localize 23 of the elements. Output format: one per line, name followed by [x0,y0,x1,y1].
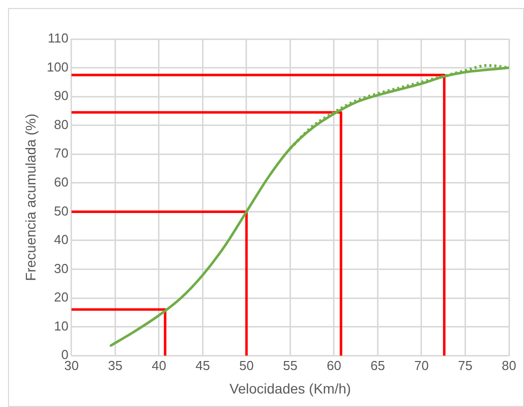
x-tick-label: 80 [502,358,516,373]
x-tick-label: 75 [458,358,472,373]
x-tick-label: 35 [108,358,122,373]
y-tick-label: 100 [46,59,68,74]
y-tick-label: 40 [54,232,68,248]
y-axis-title: Frecuencia acumulada (%) [22,114,38,281]
x-tick-label: 65 [370,358,385,373]
x-axis-title: Velocidades (Km/h) [230,380,351,396]
y-tick-label: 20 [54,290,68,305]
x-tick-label: 40 [152,358,166,373]
x-tick-label: 50 [239,358,254,373]
y-tick-label: 80 [54,116,68,132]
x-tick-label: 70 [414,358,429,373]
y-tick-label: 110 [48,30,68,46]
y-tick-label: 10 [54,318,68,334]
x-tick-label: 60 [326,358,342,373]
x-tick-label: 55 [283,358,298,373]
y-tick-label: 30 [54,260,68,276]
x-tick-label: 45 [196,358,210,373]
y-tick-label: 60 [54,174,68,190]
y-tick-label: 70 [54,146,68,161]
y-tick-label: 50 [54,203,68,218]
y-tick-label: 90 [54,88,68,104]
